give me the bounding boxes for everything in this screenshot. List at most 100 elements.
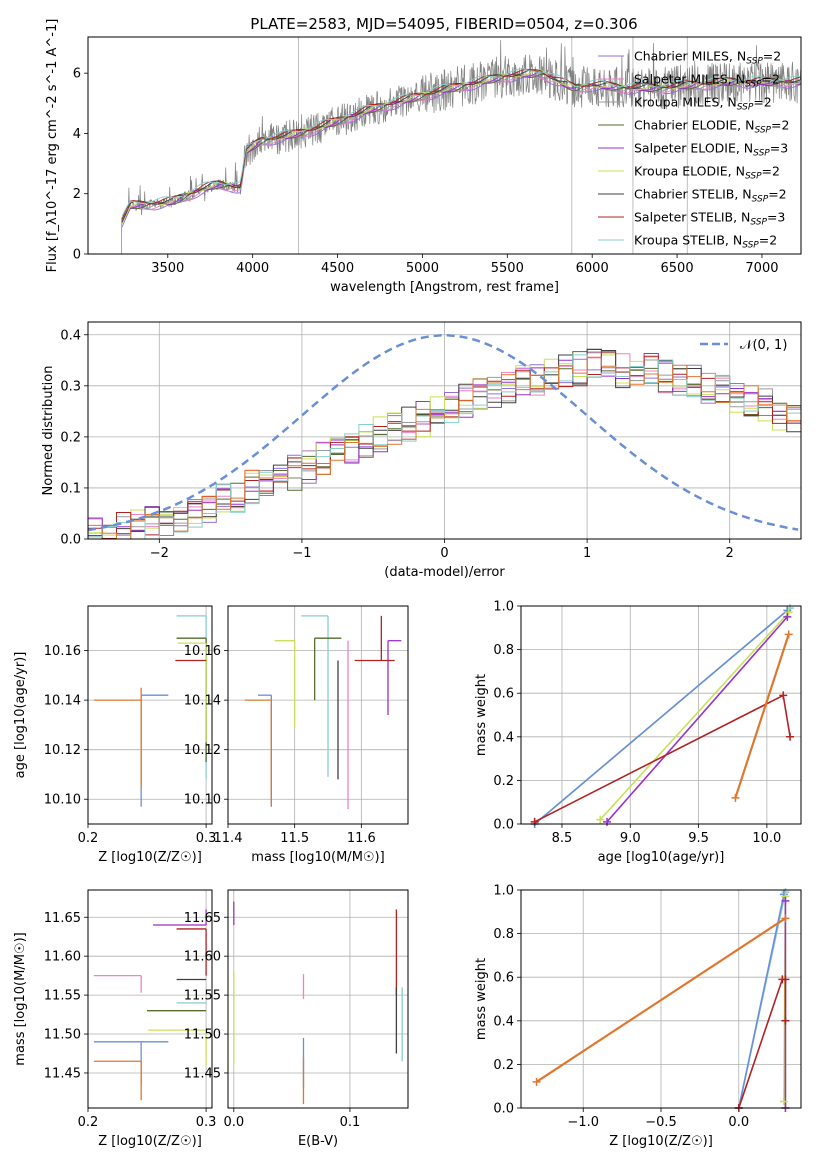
spectrum-model-line — [121, 68, 801, 217]
weight-line — [535, 917, 787, 1083]
y-tick-label: 0 — [73, 248, 81, 263]
weight-marker — [786, 732, 795, 741]
x-tick-label: −0.5 — [645, 1115, 677, 1130]
x-axis-label: mass [log10(M/M☉)] — [251, 850, 384, 865]
x-tick-label: 6500 — [661, 261, 694, 276]
panel-age_vs_mass: 11.4 11.5 11.6 10.10 10.12 10.14 10.16 mass [lo… — [184, 605, 409, 865]
weight-marker — [731, 793, 740, 802]
y-tick-label: 11.45 — [44, 1066, 81, 1081]
weight-marker — [779, 1097, 788, 1106]
histogram-series — [88, 352, 801, 539]
legend-label: Salpeter ELODIE, NSSP=3 — [634, 141, 788, 159]
x-tick-label: −1.0 — [567, 1115, 599, 1130]
weight-marker — [779, 691, 788, 700]
legend-label: Salpeter MILES, NSSP=2 — [634, 72, 780, 90]
y-tick-label: 10.12 — [184, 743, 221, 758]
axes-frame — [87, 321, 802, 540]
x-tick-label: 3500 — [151, 261, 184, 276]
x-tick-label: 11.5 — [280, 831, 309, 846]
x-tick-label: 0.0 — [223, 1115, 244, 1130]
y-tick-label: 11.50 — [184, 1028, 221, 1043]
weight-marker — [781, 975, 790, 984]
y-tick-label: 0.4 — [493, 730, 514, 745]
plot-area-residuals — [88, 322, 801, 539]
x-tick-label: 0.3 — [196, 1115, 217, 1130]
x-tick-label: 0.1 — [340, 1115, 361, 1130]
plot-area-massweight_vs_Z — [521, 890, 801, 1108]
legend-label: Chabrier MILES, NSSP=2 — [634, 49, 781, 67]
y-tick-label: 1.0 — [493, 600, 514, 615]
panels: 3500 4000 4500 5000 5500 6000 6500 7000 0 2 4 6 wave… — [13, 19, 802, 1149]
y-tick-label: 10.16 — [44, 644, 81, 659]
y-tick-label: 6 — [73, 67, 81, 82]
panel-massweight_vs_Z: −1.0 −0.5 0.0 0.0 0.2 0.4 0.6 0.8 1.0 Z [log10(Z/… — [474, 884, 802, 1149]
x-tick-label: 9.5 — [688, 831, 709, 846]
y-axis-label: Normed distribution — [41, 366, 56, 496]
y-axis-label: mass weight — [474, 958, 489, 1040]
y-tick-label: 0.1 — [60, 481, 81, 496]
legend-label: 𝒩(0, 1) — [740, 338, 787, 353]
panel-age_vs_Z: 0.2 0.3 10.10 10.12 10.14 10.16 Z [log10(Z/Z☉)… — [13, 605, 216, 865]
panel-residuals: −2 −1 0 1 2 0.0 0.1 0.2 0.3 0.4 (data-model)/error… — [41, 321, 802, 580]
x-axis-label: Z [log10(Z/Z☉)] — [98, 1134, 202, 1149]
y-tick-label: 11.55 — [184, 989, 221, 1004]
figure-title: PLATE=2583, MJD=54095, FIBERID=0504, z=0… — [250, 15, 637, 33]
x-axis-label: E(B-V) — [298, 1134, 338, 1149]
y-tick-label: 10.10 — [184, 793, 221, 808]
y-tick-label: 10.10 — [44, 793, 81, 808]
y-tick-label: 10.12 — [44, 743, 81, 758]
x-axis-label: (data-model)/error — [384, 565, 505, 580]
legend-label: Chabrier STELIB, NSSP=2 — [634, 187, 787, 205]
spectrum-data-line — [120, 40, 801, 254]
plot-area-mass_vs_Z — [88, 890, 212, 1108]
panel-mass_vs_Z: 0.2 0.3 11.45 11.50 11.55 11.60 11.65 Z [log10(… — [13, 889, 217, 1149]
x-tick-label: 10.0 — [752, 831, 781, 846]
y-tick-label: 10.14 — [184, 694, 221, 709]
x-tick-label: 6000 — [576, 261, 609, 276]
weight-line — [734, 633, 790, 799]
y-tick-label: 11.65 — [184, 911, 221, 926]
weight-marker — [781, 1016, 790, 1025]
y-axis-label: Flux [f_λ10^-17 erg cm^-2 s^-1 A^-1] — [45, 19, 60, 273]
y-tick-label: 4 — [73, 127, 81, 142]
y-tick-label: 11.60 — [44, 950, 81, 965]
weight-line — [534, 609, 788, 824]
y-tick-label: 0.4 — [493, 1014, 514, 1029]
y-tick-label: 0.0 — [60, 533, 81, 548]
axes-frame — [520, 889, 802, 1109]
y-tick-label: 10.14 — [44, 694, 81, 709]
y-tick-label: 0.2 — [493, 774, 514, 789]
spectrum-legend: Chabrier MILES, NSSP=2 Salpeter MILES, NS… — [598, 49, 789, 251]
x-tick-label: 0 — [440, 546, 448, 561]
x-tick-label: −2 — [150, 546, 169, 561]
x-tick-label: −1 — [292, 546, 311, 561]
y-tick-label: 0.2 — [493, 1058, 514, 1073]
x-tick-label: 8.5 — [552, 831, 573, 846]
y-tick-label: 10.16 — [184, 644, 221, 659]
weight-marker — [784, 630, 793, 639]
y-tick-label: 2 — [73, 187, 81, 202]
x-tick-label: 4500 — [321, 261, 354, 276]
x-tick-label: 0.2 — [78, 831, 99, 846]
x-tick-label: 2 — [726, 546, 734, 561]
panel-spectrum: 3500 4000 4500 5000 5500 6000 6500 7000 0 2 4 6 wave… — [45, 19, 802, 295]
plot-area-age_vs_Z — [88, 606, 212, 824]
panel-massweight_vs_age: 8.5 9.0 9.5 10.0 0.0 0.2 0.4 0.6 0.8 1.0 age [log1… — [474, 600, 802, 865]
weight-marker — [783, 612, 792, 621]
axes-frame — [87, 36, 802, 255]
y-axis-label: age [log10(age/yr)] — [13, 652, 28, 779]
y-tick-label: 0.0 — [493, 818, 514, 833]
plot-area-spectrum — [120, 37, 801, 254]
y-tick-label: 11.60 — [184, 950, 221, 965]
axes-frame — [227, 605, 409, 825]
x-tick-label: 11.4 — [214, 831, 243, 846]
spectrum-model-line — [121, 74, 801, 225]
weight-marker — [784, 608, 793, 617]
y-tick-label: 0.8 — [493, 643, 514, 658]
y-tick-label: 1.0 — [493, 884, 514, 899]
legend-label: Salpeter STELIB, NSSP=3 — [634, 210, 785, 228]
weight-marker — [781, 896, 790, 905]
x-tick-label: 7000 — [745, 261, 778, 276]
plot-area-massweight_vs_age — [521, 606, 801, 824]
